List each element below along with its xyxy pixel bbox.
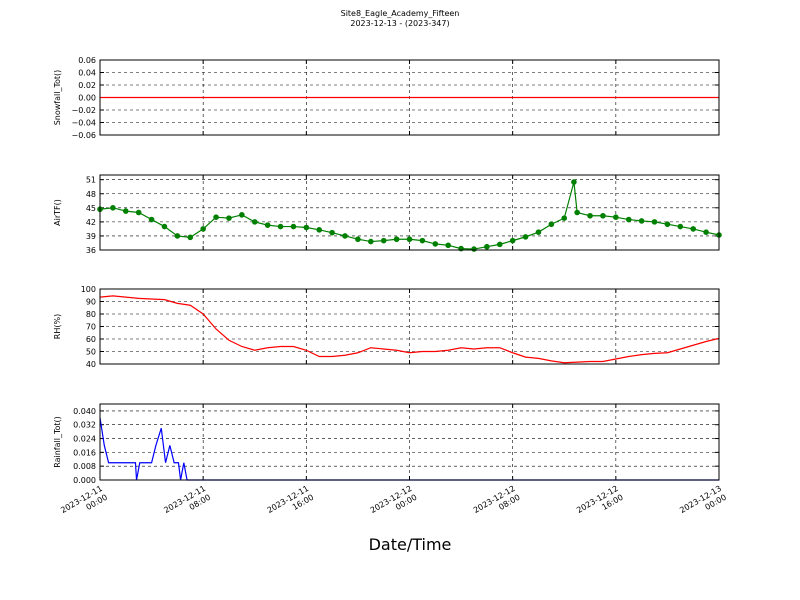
y-tick-label: 51 <box>86 176 96 185</box>
data-point <box>522 234 529 240</box>
y-tick-label: −0.02 <box>71 106 96 115</box>
data-point <box>571 179 577 185</box>
data-point <box>471 246 477 252</box>
data-point <box>419 237 426 244</box>
data-point <box>445 242 451 249</box>
y-tick-label: −0.06 <box>71 131 96 140</box>
y-tick-label: 50 <box>86 348 96 357</box>
data-point <box>316 227 323 233</box>
y-tick-label: 40 <box>86 360 96 369</box>
y-tick-label: 0.024 <box>73 435 96 444</box>
y-axis-label: Rainfall_Tot() <box>53 416 62 468</box>
data-point <box>264 222 271 228</box>
data-line <box>99 417 719 481</box>
plot-frame <box>99 403 720 481</box>
data-point <box>290 223 297 230</box>
data-point <box>251 219 258 225</box>
data-point <box>277 223 284 230</box>
y-tick-label: 42 <box>86 218 96 227</box>
y-tick-label: 60 <box>86 335 96 344</box>
data-point <box>226 215 232 221</box>
data-point <box>548 221 555 228</box>
data-point <box>406 236 413 243</box>
data-point <box>135 209 142 216</box>
y-tick-label: 100 <box>81 285 96 294</box>
data-point <box>148 216 155 223</box>
y-tick-label: 0.040 <box>73 407 96 416</box>
y-tick-label: 0.032 <box>73 421 96 430</box>
data-point <box>200 226 206 232</box>
data-point <box>368 238 374 245</box>
plot-frame <box>99 59 720 136</box>
data-point <box>393 236 400 243</box>
data-point <box>664 221 671 228</box>
data-point <box>535 229 542 235</box>
data-point <box>355 236 361 243</box>
plot-frame <box>99 174 720 251</box>
y-tick-label: 0.00 <box>78 94 96 103</box>
data-point <box>587 212 593 219</box>
data-point <box>432 241 439 247</box>
y-tick-label: 0.016 <box>73 448 96 457</box>
data-point <box>496 241 503 248</box>
data-point <box>239 212 245 218</box>
y-tick-label: 39 <box>86 232 96 241</box>
plot-frame <box>99 288 720 365</box>
y-tick-label: 0.04 <box>78 69 96 78</box>
data-point <box>703 229 709 235</box>
y-axis-label: RH(%) <box>53 314 62 339</box>
chart-subtitle: 2023-12-13 - (2023-347) <box>350 19 449 28</box>
y-tick-label: 0.06 <box>78 56 96 65</box>
data-point <box>174 233 181 239</box>
y-tick-label: −0.04 <box>71 119 96 128</box>
y-axis-label: AirTF() <box>53 199 62 226</box>
data-point <box>187 234 194 241</box>
y-axis-label: Snowfall_Tot() <box>53 70 62 126</box>
data-point <box>561 215 568 221</box>
y-tick-label: 90 <box>86 298 96 307</box>
data-point <box>213 214 219 220</box>
chart-title: Site8_Eagle_Academy_Fifteen <box>341 9 460 18</box>
data-point <box>484 243 490 250</box>
data-point <box>509 237 516 244</box>
data-point <box>303 224 310 231</box>
data-point <box>329 229 335 236</box>
y-tick-label: 0.02 <box>78 81 96 90</box>
data-point <box>651 219 658 225</box>
data-point <box>110 205 116 211</box>
data-point <box>625 216 632 223</box>
x-axis-label: Date/Time <box>369 535 452 554</box>
y-tick-label: 80 <box>86 310 96 319</box>
y-tick-label: 36 <box>86 246 96 255</box>
y-tick-label: 48 <box>86 190 96 199</box>
data-point <box>638 218 645 224</box>
data-point <box>574 209 580 216</box>
data-point <box>690 226 697 232</box>
y-tick-label: 0.008 <box>73 462 96 471</box>
data-point <box>613 214 619 220</box>
data-point <box>161 223 168 230</box>
data-point <box>380 237 387 244</box>
data-point <box>677 223 684 230</box>
y-tick-label: 0.000 <box>73 476 96 485</box>
data-point <box>122 208 129 214</box>
y-tick-label: 45 <box>86 204 96 213</box>
data-line <box>99 295 720 364</box>
data-point <box>600 212 606 219</box>
y-tick-label: 70 <box>86 323 96 332</box>
data-point <box>342 233 348 239</box>
